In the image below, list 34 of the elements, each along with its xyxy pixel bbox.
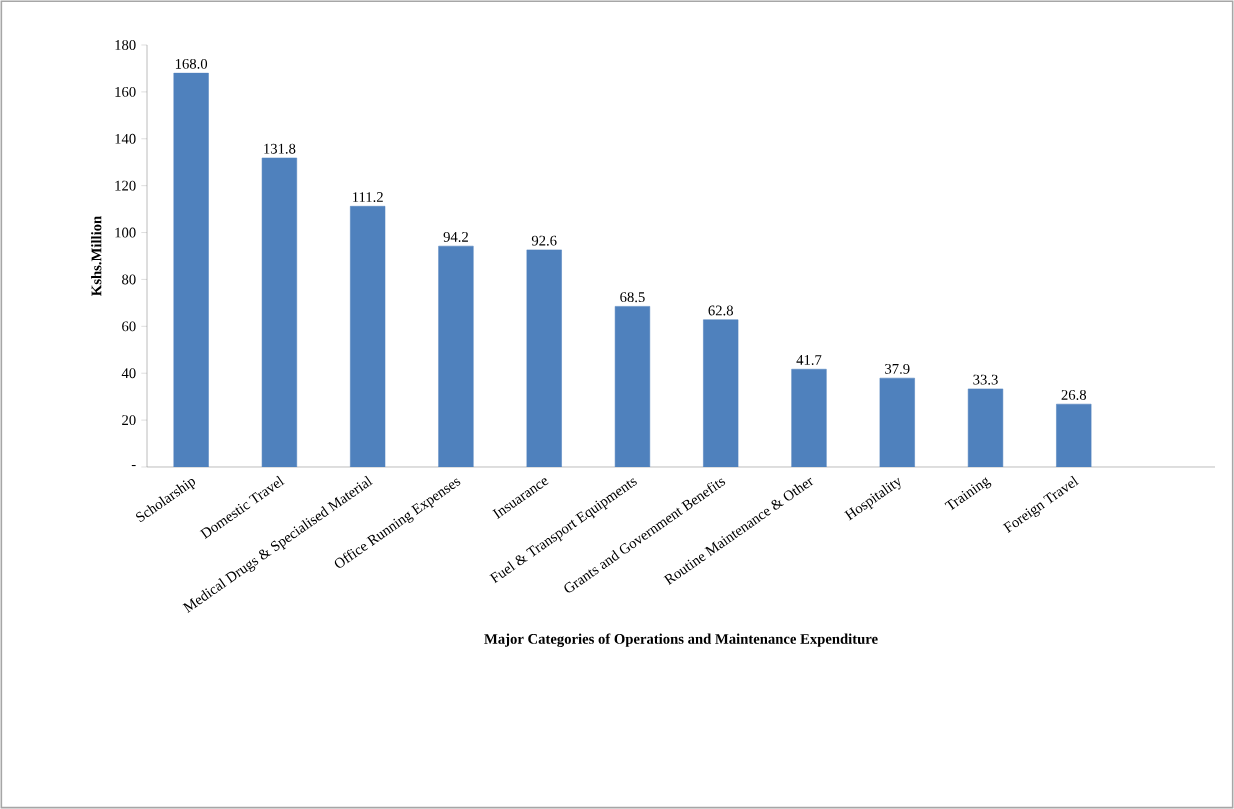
y-tick-label: 160 [115,86,136,97]
bar [967,388,1004,467]
bar [526,249,562,467]
y-axis-title: Kshs.Million [91,216,102,296]
data-label: 41.7 [796,355,822,365]
data-label: 111.2 [353,192,383,203]
data-label: 131.8 [264,143,296,154]
data-label: 37.9 [885,363,910,374]
y-tick-label: 60 [122,321,136,332]
y-tick-label: 120 [115,180,136,191]
y-tick-label: 20 [122,415,136,426]
data-label: 68.5 [620,292,645,303]
bar [791,368,827,467]
data-label: 168.0 [175,58,208,69]
y-tick-label: 40 [121,368,136,379]
y-tick-label: 180 [115,40,136,50]
y-tick-label: - [131,465,136,467]
data-label: 33.3 [973,374,998,385]
data-label: 92.6 [531,235,557,246]
bar [1056,403,1092,467]
y-tick-label: 100 [115,227,136,238]
y-tick-label: 140 [115,133,136,144]
bar [879,377,915,467]
y-tick-label: 80 [122,274,136,285]
data-label: 94.2 [443,231,468,242]
bar [350,206,386,467]
bar [173,72,209,467]
bar [614,306,651,467]
bar [703,319,739,467]
x-axis-title: Major Categories of Operations and Maintenance Expenditure [484,633,878,647]
bar [438,245,474,467]
data-label: 26.8 [1061,389,1087,400]
data-label: 62.8 [708,305,733,316]
bar [261,157,298,467]
